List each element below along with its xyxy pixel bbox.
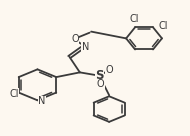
Text: Cl: Cl [10,89,19,99]
Text: S: S [95,69,104,82]
Text: N: N [38,96,45,106]
Text: O: O [71,34,79,44]
Text: Cl: Cl [158,21,168,31]
Text: O: O [106,65,113,75]
Text: Cl: Cl [129,14,139,24]
Text: O: O [97,79,104,89]
Text: N: N [82,42,89,52]
